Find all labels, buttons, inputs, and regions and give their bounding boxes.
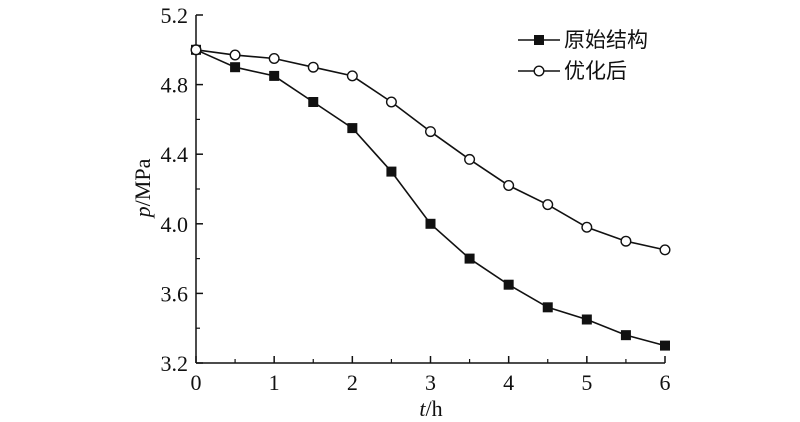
data-point: [269, 70, 280, 81]
legend-marker-series-1: [533, 65, 545, 77]
series-layer: [190, 44, 671, 351]
data-point: [659, 244, 671, 256]
x-tick-label: 0: [191, 370, 202, 395]
y-axis-title: p/MPa: [130, 158, 155, 219]
series-0: [191, 44, 670, 351]
series-line: [195, 49, 666, 347]
x-tick-label: 3: [425, 370, 436, 395]
x-tick-label: 1: [269, 370, 280, 395]
x-tick-label: 4: [503, 370, 514, 395]
data-point: [308, 97, 319, 107]
data-point: [307, 61, 319, 73]
y-axis-var: p: [130, 206, 155, 219]
y-tick-label: 4.4: [161, 142, 189, 167]
data-point: [190, 44, 202, 56]
data-point: [386, 166, 397, 177]
y-tick-label: 5.2: [161, 3, 189, 28]
data-point: [464, 253, 475, 264]
data-point: [542, 199, 554, 211]
legend-label-series-0: 原始结构: [564, 28, 648, 52]
data-point: [425, 218, 436, 229]
data-point: [425, 126, 437, 138]
y-tick-label: 3.6: [161, 281, 189, 306]
y-axis-unit: /MPa: [130, 158, 155, 206]
data-point: [620, 235, 632, 247]
data-point: [503, 279, 514, 290]
data-point: [503, 180, 515, 192]
x-tick-label: 5: [581, 370, 592, 395]
x-tick-label: 6: [660, 370, 671, 395]
x-tick-label: 2: [347, 370, 358, 395]
data-point: [268, 53, 280, 65]
x-axis-unit: /h: [426, 396, 443, 421]
y-tick-label: 3.2: [161, 351, 189, 376]
data-point: [581, 221, 593, 233]
data-point: [464, 153, 476, 165]
data-point: [581, 314, 592, 325]
data-point: [542, 302, 553, 313]
data-point: [347, 123, 358, 134]
x-axis-title: t/h: [419, 396, 442, 421]
data-point: [229, 49, 241, 61]
x-axis-var: t: [419, 396, 426, 421]
series-1: [190, 44, 671, 256]
data-point: [620, 330, 631, 341]
data-point: [660, 340, 670, 351]
data-point: [230, 62, 241, 73]
legend-marker-series-0: [534, 35, 544, 45]
y-tick-label: 4.0: [161, 212, 189, 237]
data-point: [385, 96, 397, 108]
legend: 原始结构 优化后: [518, 28, 648, 83]
data-point: [346, 70, 358, 82]
ticks: 0 1 2 3 4 5 6 3.2 3.6 4.0 4.4 4.8 5.2: [161, 3, 671, 395]
y-tick-label: 4.8: [161, 73, 189, 98]
legend-label-series-1: 优化后: [564, 59, 627, 83]
